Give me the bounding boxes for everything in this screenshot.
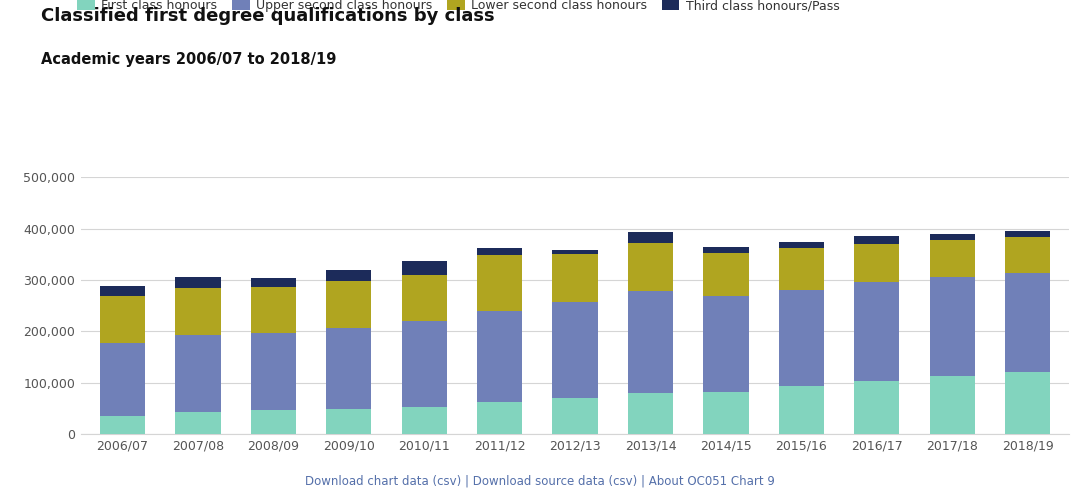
Bar: [779, 290, 824, 386]
Bar: [703, 296, 748, 392]
Bar: [553, 250, 597, 254]
Bar: [477, 255, 523, 311]
Bar: [1005, 238, 1051, 273]
Bar: [326, 270, 372, 281]
Bar: [477, 248, 523, 255]
Bar: [553, 398, 597, 434]
Bar: [553, 302, 597, 398]
Text: Download chart data (csv) | Download source data (csv) | About OC051 Chart 9: Download chart data (csv) | Download sou…: [305, 474, 775, 487]
Bar: [99, 285, 145, 296]
Bar: [175, 412, 220, 434]
Bar: [703, 253, 748, 296]
Legend: First class honours, Upper second class honours, Lower second class honours, Thi: First class honours, Upper second class …: [78, 0, 839, 12]
Bar: [1005, 372, 1051, 434]
Bar: [251, 287, 296, 333]
Bar: [99, 343, 145, 416]
Bar: [326, 281, 372, 328]
Bar: [402, 260, 447, 275]
Bar: [930, 240, 975, 277]
Bar: [854, 381, 900, 434]
Text: Classified first degree qualifications by class: Classified first degree qualifications b…: [41, 7, 495, 26]
Bar: [553, 254, 597, 302]
Bar: [854, 237, 900, 244]
Bar: [779, 247, 824, 290]
Bar: [251, 410, 296, 434]
Bar: [1005, 231, 1051, 238]
Bar: [251, 333, 296, 410]
Bar: [627, 291, 673, 393]
Bar: [703, 247, 748, 253]
Text: Academic years 2006/07 to 2018/19: Academic years 2006/07 to 2018/19: [41, 52, 336, 67]
Bar: [854, 244, 900, 282]
Bar: [627, 243, 673, 291]
Bar: [402, 321, 447, 407]
Bar: [402, 275, 447, 321]
Bar: [627, 393, 673, 434]
Bar: [854, 282, 900, 381]
Bar: [703, 392, 748, 434]
Bar: [99, 296, 145, 343]
Bar: [477, 311, 523, 402]
Bar: [930, 234, 975, 240]
Bar: [326, 328, 372, 409]
Bar: [627, 232, 673, 243]
Bar: [930, 277, 975, 376]
Bar: [251, 278, 296, 287]
Bar: [175, 277, 220, 288]
Bar: [930, 376, 975, 434]
Bar: [402, 407, 447, 434]
Bar: [779, 386, 824, 434]
Bar: [779, 242, 824, 247]
Bar: [326, 409, 372, 434]
Bar: [477, 402, 523, 434]
Bar: [175, 335, 220, 412]
Bar: [99, 416, 145, 434]
Bar: [175, 288, 220, 335]
Bar: [1005, 273, 1051, 372]
